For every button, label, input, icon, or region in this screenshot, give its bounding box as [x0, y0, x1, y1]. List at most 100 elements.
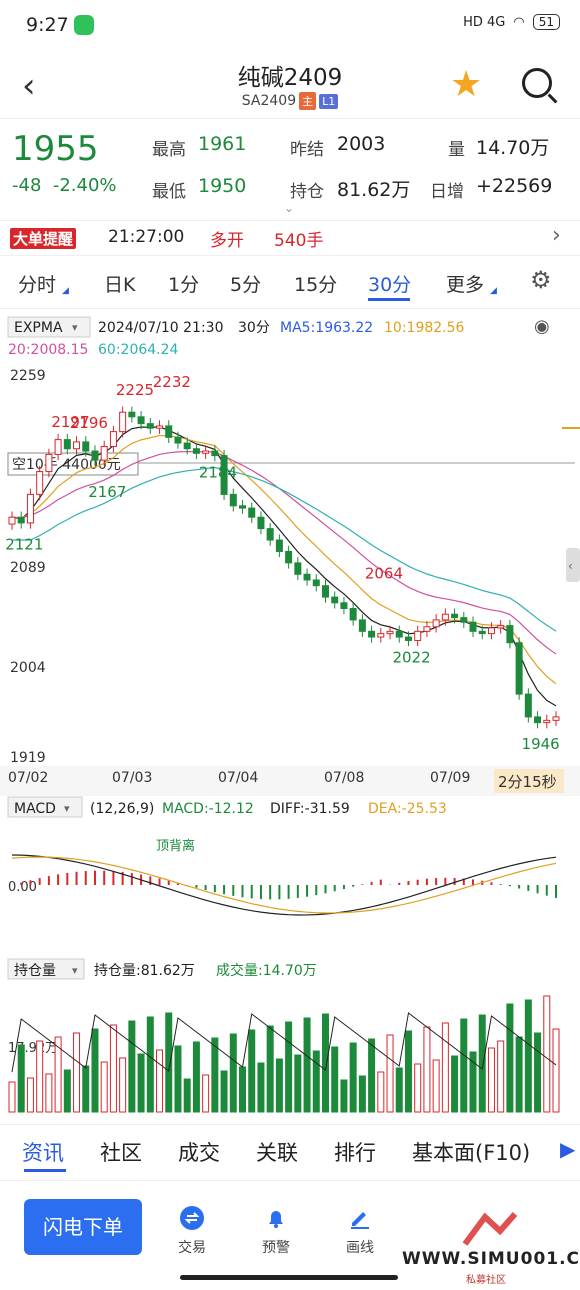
back-icon[interactable]: ‹ [22, 66, 36, 106]
volume-select-box[interactable] [7, 958, 85, 980]
price-annotation: 2184 [199, 464, 237, 482]
divergence-note: 顶背离 [156, 838, 195, 854]
volume-bar [109, 1024, 117, 1113]
macd-chart [11, 854, 557, 916]
candle-body [368, 630, 376, 638]
bell-icon [269, 1211, 283, 1228]
eye-icon[interactable]: ◉ [534, 316, 550, 337]
tab-ranking[interactable]: 排行 [334, 1141, 376, 1165]
tab-trades[interactable]: 成交 [178, 1141, 220, 1165]
volume-bar [91, 1028, 99, 1113]
high-label: 最高 [152, 140, 186, 160]
price-annotation: 2064 [365, 565, 403, 583]
chevron-left-icon: ‹ [568, 559, 573, 573]
search-icon[interactable] [522, 68, 552, 98]
side-drawer-handle[interactable] [566, 548, 580, 582]
tab-5min[interactable]: 5分 [230, 274, 262, 296]
macd-params: (12,26,9) [90, 801, 154, 817]
candle-body [202, 450, 210, 454]
chevron-down-icon: ▾ [72, 964, 78, 977]
candle-body [100, 445, 108, 461]
candle-body [156, 425, 164, 429]
expand-chevron-icon[interactable]: ⌄ [284, 201, 295, 215]
tab-daily[interactable]: 日K [104, 274, 136, 296]
draw-line-button[interactable]: 画线 [330, 1205, 390, 1257]
scroll-right-icon[interactable]: ▶ [560, 1137, 576, 1161]
volume-bar [524, 999, 532, 1113]
volume-bar [220, 1070, 228, 1113]
volume-bar [128, 1020, 136, 1113]
candle-body [229, 493, 237, 507]
price-annotation: 2167 [88, 483, 126, 501]
volume-bar [119, 1057, 127, 1113]
big-order-alert[interactable]: 大单提醒 21:27:00 多开 540手 › [0, 220, 580, 256]
macd-select-box[interactable] [7, 796, 83, 818]
battery-indicator: 51 [532, 14, 560, 30]
tab-more[interactable]: 更多 [446, 274, 485, 296]
settings-gear-icon[interactable]: ⚙ [530, 266, 552, 294]
chart-info-period: 30分 [238, 320, 270, 336]
volume-bar [285, 1021, 293, 1113]
candle-body [17, 516, 25, 524]
candle-body [349, 608, 357, 621]
candle-body [303, 573, 311, 581]
candle-body [478, 630, 486, 635]
pen-icon [351, 1212, 369, 1229]
alert-button[interactable]: 预警 [246, 1205, 306, 1257]
indicator-select-box[interactable] [7, 316, 91, 338]
tab-related[interactable]: 关联 [256, 1141, 298, 1165]
volume-bar [54, 1036, 62, 1113]
candle-body [165, 425, 173, 438]
volume-bar [192, 1041, 200, 1113]
period-tabs: 分时 ◢ 日K 1分 5分 15分 30分 更多 ◢ ⚙ [0, 256, 580, 309]
volume-bar [478, 1014, 486, 1113]
volume-bar [202, 1074, 210, 1113]
macd-label[interactable]: MACD [14, 801, 56, 817]
turnover-amount: 成交量:14.70万 [216, 962, 317, 979]
tab-30min[interactable]: 30分 [368, 274, 412, 296]
tab-15min[interactable]: 15分 [294, 274, 338, 296]
trade-button[interactable]: 交易 [162, 1205, 222, 1257]
tab-1min[interactable]: 1分 [168, 274, 200, 296]
x-axis-band [0, 766, 580, 796]
dropdown-corner-icon: ◢ [62, 286, 69, 296]
favorite-star-icon[interactable]: ★ [450, 64, 483, 105]
tab-fundamentals[interactable]: 基本面(F10) [412, 1141, 531, 1165]
low-label: 最低 [152, 182, 186, 202]
high-value: 1961 [198, 133, 247, 155]
candles [8, 406, 560, 729]
tab-community[interactable]: 社区 [100, 1141, 142, 1165]
price-annotation: 2197 [51, 413, 89, 431]
volume-bar [386, 1034, 394, 1113]
macd-zero-label: 0.00 [8, 880, 37, 895]
flash-order-button[interactable]: 闪电下单 [24, 1199, 142, 1255]
indicator-select[interactable]: EXPMA [14, 320, 63, 336]
status-right: HD 4G ◠ 51 [463, 14, 560, 30]
wifi-icon: ◠ [513, 14, 525, 30]
volume-bar [331, 1046, 339, 1113]
price-change: -48 -2.40% [12, 175, 117, 196]
volume-bar [497, 1040, 505, 1113]
volume-bar [377, 1071, 385, 1113]
volume-bar [229, 1033, 237, 1113]
volume-bar [487, 1047, 495, 1113]
candle-body [248, 507, 256, 518]
volume-bar [211, 1037, 219, 1113]
y-tick-2: 2004 [10, 660, 46, 676]
volume-panel-label[interactable]: 持仓量 [14, 963, 56, 979]
volume-bar [543, 995, 551, 1113]
contract-code-row: SA2409 主 L1 [0, 92, 580, 110]
diff-value: DIFF:-31.59 [270, 801, 350, 817]
tab-news[interactable]: 资讯 [22, 1141, 64, 1165]
candle-body [174, 436, 182, 444]
candle-body [82, 441, 90, 452]
chart-area[interactable]: EXPMA ▾ 2024/07/10 21:30 30分 MA5:1963.22… [0, 310, 580, 1122]
watermark-subtext: 私募社区 [466, 1275, 506, 1286]
dea-value: DEA:-25.53 [368, 801, 447, 817]
tab-timeshare[interactable]: 分时 [18, 274, 57, 296]
bottom-bar: 闪电下单 交易 预警 画线 WWW.SIMU001.CN 私募社区 [0, 1180, 580, 1290]
candle-body [8, 516, 16, 525]
draw-line-label: 画线 [346, 1240, 374, 1256]
candle-body [524, 693, 532, 718]
